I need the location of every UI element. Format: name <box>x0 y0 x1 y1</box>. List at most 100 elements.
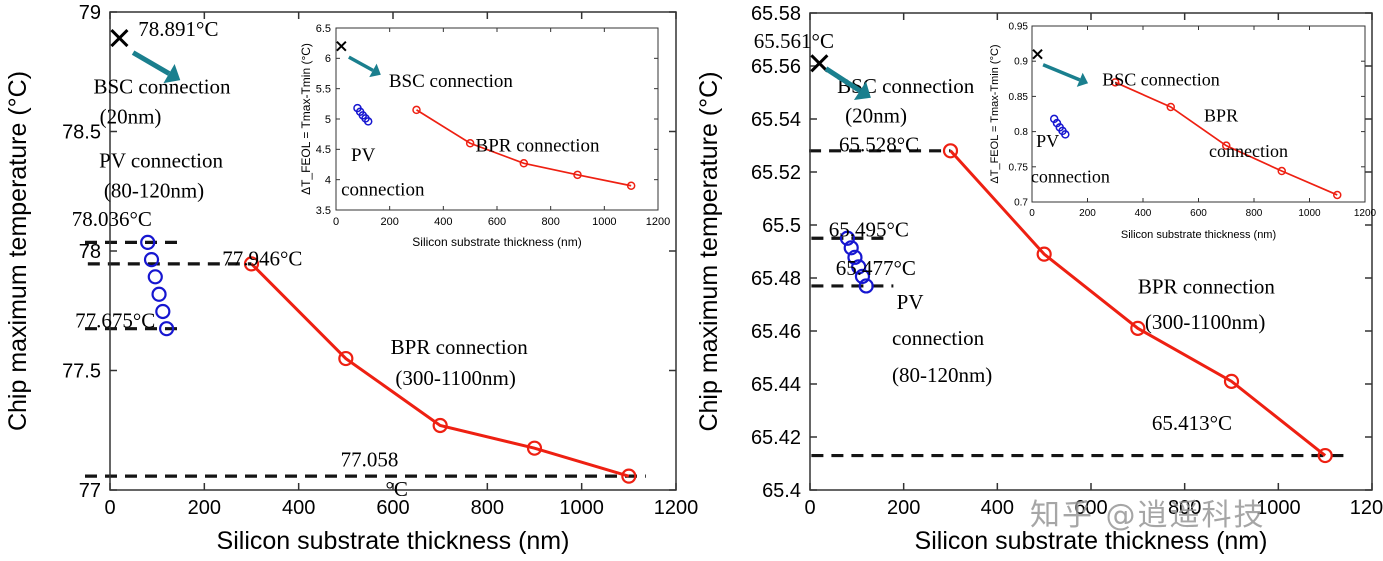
y-axis-label: Chip maximum temperature (°C) <box>695 71 723 431</box>
x-tick-label: 1200 <box>1350 497 1383 519</box>
chart-left-inset: 0 200 400 600 800 1000 1200 3.5 4 4.5 5 5.5 6 6.5 Sili… <box>299 23 670 249</box>
annotation-text: 78.891°C <box>138 17 218 41</box>
y-tick-label: 65.54 <box>751 109 801 131</box>
circle-marker <box>1130 320 1146 336</box>
x-tick-label: 800 <box>541 216 559 228</box>
annotation-text: BPR connection <box>476 136 601 157</box>
y-tick-label: 65.4 <box>762 480 801 502</box>
x-tick-label: 1200 <box>654 497 699 519</box>
x-tick-label: 0 <box>1029 208 1035 219</box>
circle-marker <box>573 170 582 180</box>
x-marker <box>810 54 829 73</box>
y-tick-label: 0.75 <box>1009 162 1029 173</box>
x-axis-label: Silicon substrate thickness (nm) <box>217 527 570 555</box>
annotation-text: °C <box>385 477 407 501</box>
circle-marker <box>1036 246 1052 262</box>
x-tick-label: 1000 <box>592 216 616 228</box>
circle-marker <box>1222 141 1231 150</box>
y-tick-label: 6.5 <box>316 23 331 35</box>
x-tick-label: 600 <box>376 497 409 519</box>
x-tick-label: 1000 <box>559 497 604 519</box>
annotation-text: BSC connection <box>389 71 514 92</box>
annotation-text: 77.058 <box>341 447 399 471</box>
annotation-text: 77.675°C <box>75 309 155 333</box>
chart-right-inset: 0 200 400 600 800 1000 1200 0.7 0.75 0.8 0.85 0.9 0.… <box>989 22 1377 242</box>
circle-marker <box>1223 373 1240 389</box>
annotation-text: BPR <box>1204 105 1238 125</box>
x-axis-label: Silicon substrate thickness (nm) <box>1121 229 1276 241</box>
y-axis-label: ΔT_FEOL = Tmax-Tmin (°C) <box>299 43 313 195</box>
x-tick-label: 600 <box>1190 208 1207 219</box>
y-tick-label: 4 <box>325 175 331 187</box>
annotation-text: connection <box>892 326 985 350</box>
circle-marker <box>621 468 637 484</box>
series-pv-connection-80-120nm <box>839 230 874 294</box>
y-tick-label: 78.5 <box>62 122 101 144</box>
y-tick-label: 6 <box>325 53 331 65</box>
y-tick-label: 78 <box>79 241 101 263</box>
annotation-text: BPR connection <box>391 335 529 359</box>
annotation-text: 65.561°C <box>754 29 834 53</box>
circle-marker <box>519 159 529 168</box>
annotation-text: PV <box>897 290 924 314</box>
annotation-text: 65.495°C <box>829 217 909 241</box>
x-tick-label: 200 <box>380 216 398 228</box>
y-tick-label: 79 <box>79 2 101 24</box>
annotation-text: 78.036°C <box>72 207 152 231</box>
y-tick-label: 65.42 <box>751 427 801 449</box>
series-bsc-connection <box>1032 48 1043 60</box>
circle-marker <box>159 321 175 337</box>
chart-right-main: 0 200 400 600 800 1000 1200 65.4 65.42 65.44 65.46… <box>695 3 1383 555</box>
x-tick-label: 600 <box>1074 497 1107 519</box>
circle-marker <box>151 286 167 302</box>
y-tick-label: 65.52 <box>751 162 801 184</box>
series-bpr-connection-300-1100nm <box>942 143 1333 464</box>
annotation-text: 65.528°C <box>839 133 919 157</box>
series-line <box>416 109 632 187</box>
y-tick-label: 0.9 <box>1014 57 1028 68</box>
y-tick-label: 65.44 <box>751 374 801 396</box>
y-axis-label: Chip maximum temperature (°C) <box>4 71 32 431</box>
annotation-text: (20nm) <box>100 104 162 128</box>
annotation-text: BPR connection <box>1138 274 1276 298</box>
callout-arrow <box>131 50 181 84</box>
x-tick-label: 400 <box>282 497 315 519</box>
circle-marker <box>432 417 448 434</box>
y-tick-label: 0.95 <box>1009 22 1029 33</box>
y-tick-label: 77 <box>79 480 101 502</box>
series-pv-connection <box>1049 114 1070 139</box>
chart-left-main: 0 200 400 600 800 1000 1200 77 77.5 78 78.5 79 Silic… <box>4 2 698 555</box>
circle-marker <box>338 350 354 367</box>
circle-marker <box>140 234 156 250</box>
x-tick-label: 1000 <box>1298 208 1321 219</box>
x-tick-label: 400 <box>981 497 1014 519</box>
annotation-text: BSC connection <box>1102 70 1220 90</box>
x-tick-label: 0 <box>104 497 115 519</box>
watermark: 知乎 @逍遥科技 <box>1030 498 1266 533</box>
annotation-text: BSC connection <box>93 74 231 98</box>
annotation-text: 77.946°C <box>222 247 302 271</box>
y-tick-label: 65.46 <box>751 321 801 343</box>
annotation-text: (80-120nm) <box>104 178 204 202</box>
x-tick-label: 400 <box>1135 208 1152 219</box>
circle-marker <box>147 269 163 285</box>
circle-marker <box>839 230 856 246</box>
annotation-text: (300-1100nm) <box>395 366 516 390</box>
x-tick-label: 200 <box>188 497 221 519</box>
series-pv-connection <box>353 103 373 126</box>
circle-marker <box>412 105 421 115</box>
y-tick-label: 77.5 <box>62 361 101 383</box>
annotation-text: PV <box>351 145 376 166</box>
annotation-text: connection <box>1031 167 1110 187</box>
circle-marker <box>626 181 636 190</box>
y-tick-label: 0.85 <box>1009 92 1029 103</box>
x-axis-label: Silicon substrate thickness (nm) <box>915 527 1268 555</box>
series-pv-connection-80-120nm <box>140 234 175 337</box>
circle-marker <box>1333 190 1342 200</box>
series-line <box>949 149 1327 457</box>
y-tick-label: 3.5 <box>316 205 331 217</box>
x-tick-label: 200 <box>887 497 920 519</box>
circle-marker <box>1317 447 1333 464</box>
